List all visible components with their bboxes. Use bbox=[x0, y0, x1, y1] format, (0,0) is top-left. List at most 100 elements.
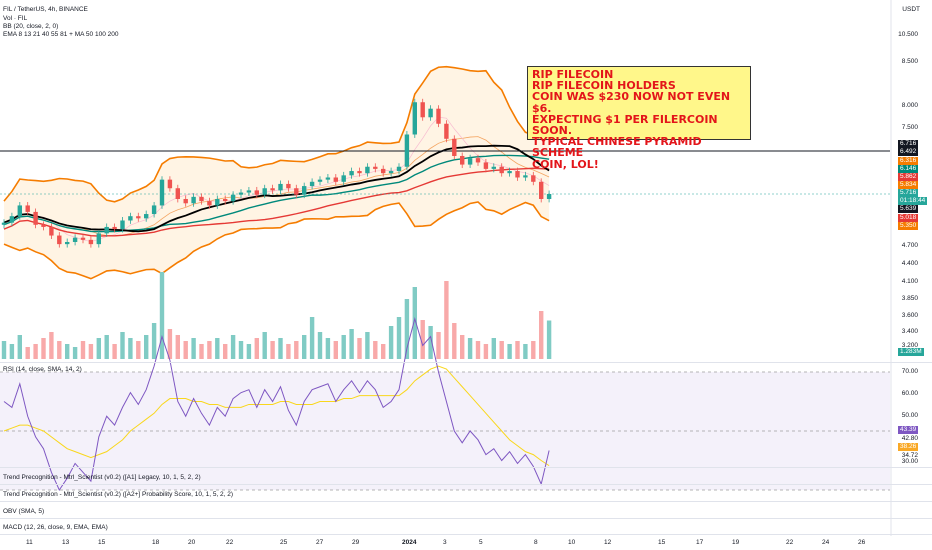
price-axis-label: 3.850 bbox=[901, 295, 918, 302]
candle-body bbox=[436, 108, 441, 124]
time-axis-label: 25 bbox=[280, 539, 288, 546]
price-axis-label: 4.100 bbox=[901, 278, 918, 285]
volume-bar bbox=[49, 332, 54, 359]
price-axis-label: 4.400 bbox=[901, 260, 918, 267]
candle-body bbox=[80, 237, 86, 240]
candle-body bbox=[151, 205, 157, 215]
candle-body bbox=[523, 175, 528, 178]
time-axis-label: 13 bbox=[62, 539, 70, 546]
volume-bar bbox=[65, 344, 70, 359]
volume-bar bbox=[128, 338, 133, 359]
candle-body bbox=[309, 181, 315, 187]
candle-body bbox=[365, 166, 370, 174]
volume-bar bbox=[515, 341, 520, 359]
candle-body bbox=[483, 162, 489, 169]
candle-body bbox=[183, 198, 188, 204]
time-axis-label: 17 bbox=[696, 539, 704, 546]
rsi-axis-label: 42.80 bbox=[901, 435, 918, 442]
candle-body bbox=[17, 205, 22, 217]
price-axis-label: 3.400 bbox=[901, 328, 918, 335]
volume-bar bbox=[317, 332, 323, 359]
rsi-legend: RSI (14, close, SMA, 14, 2) bbox=[3, 366, 82, 373]
indicator-trend-a1[interactable]: Trend Precognition - Mtrl_Scientist (v0.… bbox=[3, 474, 201, 481]
candle-body bbox=[531, 175, 536, 182]
time-axis-label: 10 bbox=[568, 539, 576, 546]
volume-bar bbox=[436, 332, 441, 359]
candle-body bbox=[49, 226, 54, 236]
volume-bar bbox=[183, 341, 188, 359]
volume-bar bbox=[483, 344, 489, 359]
pane-separator[interactable] bbox=[0, 501, 932, 502]
pane-separator[interactable] bbox=[0, 484, 932, 485]
volume-bar bbox=[215, 338, 220, 359]
volume-bar bbox=[136, 341, 141, 359]
indicator-obv[interactable]: OBV (SMA, 5) bbox=[3, 508, 45, 515]
volume-bar bbox=[373, 341, 378, 359]
candle-body bbox=[246, 190, 252, 193]
volume-bar bbox=[33, 344, 38, 359]
bb-upper-line bbox=[3, 65, 550, 203]
candle-body bbox=[539, 181, 544, 199]
candle-body bbox=[9, 216, 15, 223]
candle-body bbox=[207, 201, 212, 206]
bb-legend: BB (20, close, 2, 0) bbox=[3, 23, 59, 30]
volume-bar bbox=[309, 317, 315, 359]
price-axis-label: 3.600 bbox=[901, 312, 918, 319]
candle-body bbox=[302, 186, 307, 195]
ema-line bbox=[3, 116, 550, 242]
volume-bar bbox=[1, 341, 7, 359]
rsi-axis-label: 30.00 bbox=[901, 458, 918, 465]
currency-label: USDT bbox=[902, 6, 920, 13]
rsi-tag: 43.39 bbox=[898, 426, 919, 434]
pane-separator[interactable] bbox=[0, 534, 932, 535]
volume-bar bbox=[254, 338, 259, 359]
candle-body bbox=[144, 214, 149, 219]
candle-body bbox=[230, 194, 236, 202]
candle-body bbox=[373, 166, 378, 169]
volume-bar bbox=[381, 344, 386, 359]
volume-bar bbox=[112, 344, 117, 359]
price-tag-hline: 6.716 bbox=[898, 140, 919, 148]
pane-separator[interactable] bbox=[0, 362, 932, 363]
indicator-trend-a2[interactable]: Trend Precognition - Mtrl_Scientist (v0.… bbox=[3, 491, 234, 498]
rsi-axis-label: 60.00 bbox=[901, 390, 918, 397]
time-axis-label: 12 bbox=[604, 539, 612, 546]
rsi-ma-tag: 38.26 bbox=[898, 443, 919, 451]
candle-body bbox=[294, 188, 299, 195]
candle-body bbox=[223, 198, 228, 202]
candle-body bbox=[199, 196, 204, 202]
volume-bar bbox=[278, 338, 283, 359]
volume-bar bbox=[159, 272, 165, 359]
volume-bar bbox=[491, 338, 496, 359]
candle-body bbox=[25, 205, 30, 212]
candle-body bbox=[491, 166, 496, 169]
indicator-macd[interactable]: MACD (12, 26, close, 9, EMA, EMA) bbox=[3, 524, 108, 531]
ma50-line bbox=[3, 144, 550, 233]
volume-bar bbox=[246, 344, 252, 359]
bb-fill bbox=[4, 66, 550, 279]
candle-body bbox=[104, 226, 109, 234]
annotation-note[interactable]: RIP FILECOIN RIP FILECOIN HOLDERS COIN W… bbox=[527, 66, 751, 170]
time-axis-label: 8 bbox=[534, 539, 538, 546]
time-axis-label: 20 bbox=[188, 539, 196, 546]
volume-bar bbox=[499, 341, 504, 359]
candle-body bbox=[120, 220, 125, 230]
candle-body bbox=[357, 171, 362, 174]
candle-body bbox=[1, 222, 7, 225]
ma100-line bbox=[3, 154, 550, 233]
volume-bar bbox=[349, 329, 354, 359]
pane-separator[interactable] bbox=[0, 518, 932, 519]
candle-body bbox=[388, 171, 394, 174]
pane-separator[interactable] bbox=[0, 467, 932, 468]
volume-bar bbox=[341, 335, 346, 359]
rsi-axis-label: 50.00 bbox=[901, 412, 918, 419]
candle-body bbox=[428, 108, 433, 118]
ma200-line bbox=[3, 167, 550, 237]
countdown-timer: 01:18:44 bbox=[898, 197, 928, 205]
candle-body bbox=[444, 123, 449, 139]
volume-bar bbox=[144, 335, 149, 359]
candle-body bbox=[467, 158, 473, 165]
time-axis-label: 24 bbox=[822, 539, 830, 546]
volume-bar bbox=[452, 323, 457, 359]
